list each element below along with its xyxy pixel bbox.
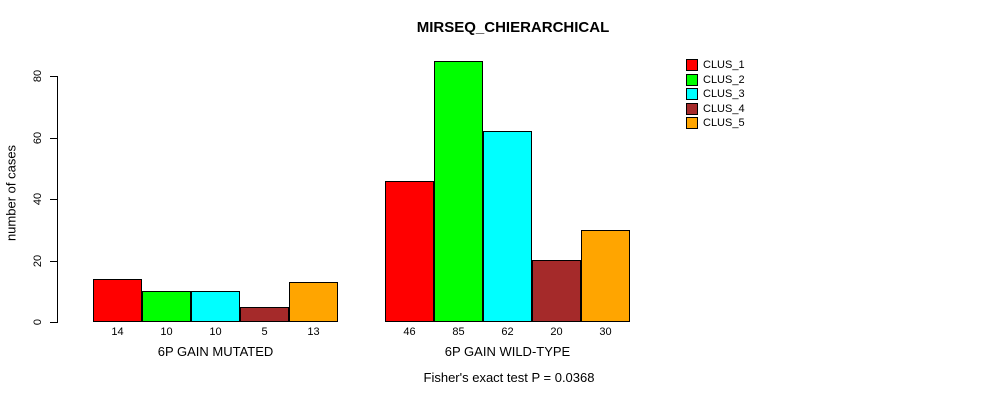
legend-color-swatch (686, 59, 698, 71)
legend-item-label: CLUS_5 (703, 117, 745, 129)
y-tick-label: 0 (32, 318, 44, 326)
y-tick-mark (50, 199, 57, 200)
legend-item-label: CLUS_4 (703, 102, 745, 115)
bar-value-label: 13 (307, 326, 320, 338)
bar-value-label: 10 (160, 326, 173, 338)
y-tick-label: 20 (32, 254, 44, 267)
y-tick-label: 80 (32, 69, 44, 83)
legend-item-clus_4: CLUS_4 (686, 102, 745, 115)
chart-title: MIRSEQ_CHIERARCHICAL (416, 19, 610, 36)
bar-value-label: 5 (261, 326, 268, 338)
bar-clus_4-group2 (532, 260, 581, 322)
legend-item-label: CLUS_1 (703, 59, 745, 71)
bar-clus_5-group2 (581, 230, 630, 322)
y-axis-line (57, 76, 58, 323)
bar-value-label: 20 (550, 326, 563, 338)
bar-clus_2-group2 (434, 61, 483, 322)
bar-value-label: 85 (452, 326, 465, 338)
y-tick-mark (50, 322, 57, 323)
bar-clus_5-group1 (289, 282, 338, 322)
y-tick-label: 40 (32, 192, 44, 206)
bar-clus_1-group2 (385, 181, 434, 322)
bar-clus_1-group1 (93, 279, 142, 322)
x-group-label-2: 6P GAIN WILD-TYPE (444, 344, 571, 359)
y-tick-label: 60 (32, 131, 44, 144)
legend-color-swatch (686, 102, 698, 115)
bar-clus_4-group1 (240, 307, 289, 322)
bar-value-label: 10 (209, 326, 222, 338)
bar-value-label: 14 (111, 326, 124, 338)
legend: CLUS_1 CLUS_2 CLUS_3 CLUS_4 CLUS_5 (686, 59, 745, 129)
legend-item-clus_2: CLUS_2 (686, 73, 745, 86)
legend-item-clus_3: CLUS_3 (686, 88, 745, 100)
legend-color-swatch (686, 117, 698, 129)
bar-clus_3-group1 (191, 291, 240, 322)
legend-color-swatch (686, 88, 698, 100)
legend-item-clus_5: CLUS_5 (686, 117, 745, 129)
bar-value-label: 46 (403, 326, 416, 338)
bar-clus_3-group2 (483, 131, 532, 322)
legend-item-label: CLUS_3 (703, 88, 745, 100)
fisher-test-annotation: Fisher's exact test P = 0.0368 (423, 370, 595, 385)
bar-value-label: 62 (501, 326, 514, 338)
y-tick-mark (50, 260, 57, 262)
y-tick-mark (50, 76, 57, 77)
y-tick-mark (50, 137, 57, 139)
y-axis-label: number of cases (3, 144, 19, 242)
legend-item-label: CLUS_2 (703, 73, 745, 86)
bar-clus_2-group1 (142, 291, 191, 322)
legend-color-swatch (686, 73, 698, 86)
bar-value-label: 30 (599, 326, 612, 338)
legend-item-clus_1: CLUS_1 (686, 59, 745, 71)
x-group-label-1: 6P GAIN MUTATED (157, 344, 274, 359)
